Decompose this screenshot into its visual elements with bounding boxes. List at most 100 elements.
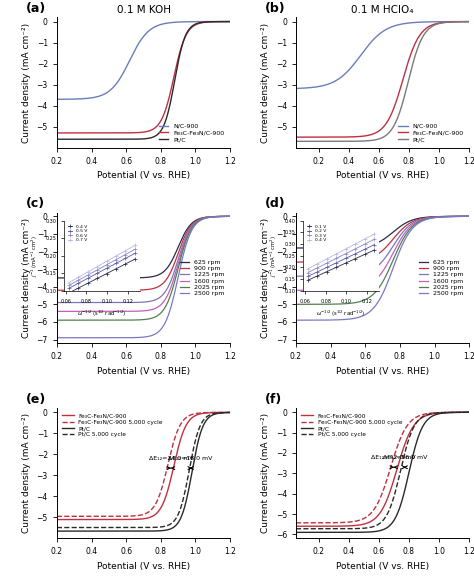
Fe₃C-Fe₃N/C-900 <box>428 22 434 29</box>
N/C-900 <box>336 76 341 83</box>
Line: 900 rpm: 900 rpm <box>296 217 469 262</box>
900 rpm <box>337 258 343 265</box>
1225 rpm <box>170 273 175 280</box>
2500 rpm <box>85 334 91 341</box>
Fe₃C-Fe₃N/C-900 <box>170 79 175 86</box>
2500 rpm <box>293 317 299 324</box>
900 rpm <box>372 253 377 260</box>
2025 rpm <box>466 213 472 220</box>
625 rpm <box>132 274 138 281</box>
Text: ΔE₁₂=42.0 mV: ΔE₁₂=42.0 mV <box>372 455 416 460</box>
2025 rpm <box>85 317 91 324</box>
2500 rpm <box>409 226 415 233</box>
Title: 0.1 M KOH: 0.1 M KOH <box>117 5 171 15</box>
1225 rpm <box>132 299 138 306</box>
N/C-900 <box>132 46 138 53</box>
Pt/C <box>228 18 233 25</box>
2500 rpm <box>395 251 401 258</box>
2500 rpm <box>170 298 175 305</box>
Pt/C <box>449 19 455 25</box>
2500 rpm <box>324 317 329 324</box>
1600 rpm <box>372 277 377 284</box>
Fe₃C-Fe₃N/C-900 <box>85 130 91 137</box>
900 rpm <box>395 230 401 237</box>
Legend: N/C-900, Fe₃C-Fe₃N/C-900, Pt/C: N/C-900, Fe₃C-Fe₃N/C-900, Pt/C <box>156 121 227 145</box>
1225 rpm <box>184 230 190 237</box>
Line: 625 rpm: 625 rpm <box>296 217 469 248</box>
1600 rpm <box>324 287 329 294</box>
900 rpm <box>54 287 60 294</box>
1225 rpm <box>228 213 233 220</box>
2500 rpm <box>228 213 233 220</box>
N/C-900 <box>184 19 190 25</box>
1225 rpm <box>409 221 415 228</box>
Fe₃C-Fe₃N/C-900 <box>449 19 455 25</box>
2025 rpm <box>337 301 343 307</box>
1225 rpm <box>85 299 91 306</box>
Pt/C <box>342 138 347 145</box>
N/C-900 <box>449 18 455 25</box>
Line: 2025 rpm: 2025 rpm <box>296 217 469 305</box>
Y-axis label: Current density (mA cm⁻²): Current density (mA cm⁻²) <box>22 413 31 533</box>
2500 rpm <box>337 316 343 323</box>
Line: Pt/C: Pt/C <box>296 21 469 141</box>
Pt/C <box>132 135 138 142</box>
Fe₃C-Fe₃N/C-900 <box>156 120 162 127</box>
Pt/C <box>428 24 434 31</box>
Y-axis label: Current density (mA cm⁻²): Current density (mA cm⁻²) <box>22 23 31 142</box>
Pt/C <box>54 135 60 142</box>
X-axis label: Potential (V vs. RHE): Potential (V vs. RHE) <box>336 171 429 180</box>
Pt/C <box>99 135 104 142</box>
Text: ΔE₁₂=56.0 mV: ΔE₁₂=56.0 mV <box>383 455 427 460</box>
Line: Fe₃C-Fe₃N/C-900: Fe₃C-Fe₃N/C-900 <box>57 21 230 133</box>
2025 rpm <box>228 213 233 220</box>
Line: 1225 rpm: 1225 rpm <box>296 217 469 276</box>
Pt/C <box>156 130 162 137</box>
Line: 1600 rpm: 1600 rpm <box>296 217 469 290</box>
625 rpm <box>424 214 429 221</box>
1600 rpm <box>156 303 162 310</box>
Fe₃C-Fe₃N/C-900 <box>336 134 341 141</box>
1600 rpm <box>170 279 175 286</box>
2500 rpm <box>99 334 104 341</box>
1225 rpm <box>337 273 343 280</box>
1600 rpm <box>409 222 415 229</box>
Fe₃C-Fe₃N/C-900 <box>228 18 233 25</box>
Pt/C <box>293 138 299 145</box>
2025 rpm <box>395 245 401 252</box>
Legend: 625 rpm, 900 rpm, 1225 rpm, 1600 rpm, 2025 rpm, 2500 rpm: 625 rpm, 900 rpm, 1225 rpm, 1600 rpm, 20… <box>416 257 466 299</box>
N/C-900 <box>156 21 162 28</box>
Line: 1225 rpm: 1225 rpm <box>57 217 230 303</box>
Line: 2025 rpm: 2025 rpm <box>57 217 230 320</box>
X-axis label: Potential (V vs. RHE): Potential (V vs. RHE) <box>97 562 190 571</box>
1600 rpm <box>228 213 233 220</box>
Text: ΔE₁₂=16.0 mV: ΔE₁₂=16.0 mV <box>168 456 213 461</box>
2025 rpm <box>54 317 60 324</box>
2500 rpm <box>184 237 190 244</box>
2025 rpm <box>293 301 299 308</box>
N/C-900 <box>428 19 434 25</box>
625 rpm <box>170 256 175 263</box>
Text: (a): (a) <box>26 2 46 15</box>
625 rpm <box>324 244 329 251</box>
2025 rpm <box>170 285 175 292</box>
Legend: N/C-900, Fe₃C-Fe₃N/C-900, Pt/C: N/C-900, Fe₃C-Fe₃N/C-900, Pt/C <box>396 121 466 145</box>
Fe₃C-Fe₃N/C-900 <box>99 130 104 137</box>
900 rpm <box>132 287 138 294</box>
625 rpm <box>409 217 415 223</box>
X-axis label: Potential (V vs. RHE): Potential (V vs. RHE) <box>336 562 429 571</box>
625 rpm <box>184 225 190 232</box>
1225 rpm <box>395 235 401 242</box>
625 rpm <box>54 274 60 281</box>
X-axis label: Potential (V vs. RHE): Potential (V vs. RHE) <box>336 367 429 376</box>
Y-axis label: Current density (mA cm⁻²): Current density (mA cm⁻²) <box>261 218 270 338</box>
625 rpm <box>466 213 472 220</box>
X-axis label: Potential (V vs. RHE): Potential (V vs. RHE) <box>97 367 190 376</box>
1225 rpm <box>424 215 429 222</box>
Text: (c): (c) <box>26 197 45 210</box>
N/C-900 <box>348 64 354 71</box>
2500 rpm <box>466 213 472 220</box>
1225 rpm <box>54 299 60 306</box>
N/C-900 <box>54 96 60 102</box>
Text: (f): (f) <box>265 393 282 406</box>
